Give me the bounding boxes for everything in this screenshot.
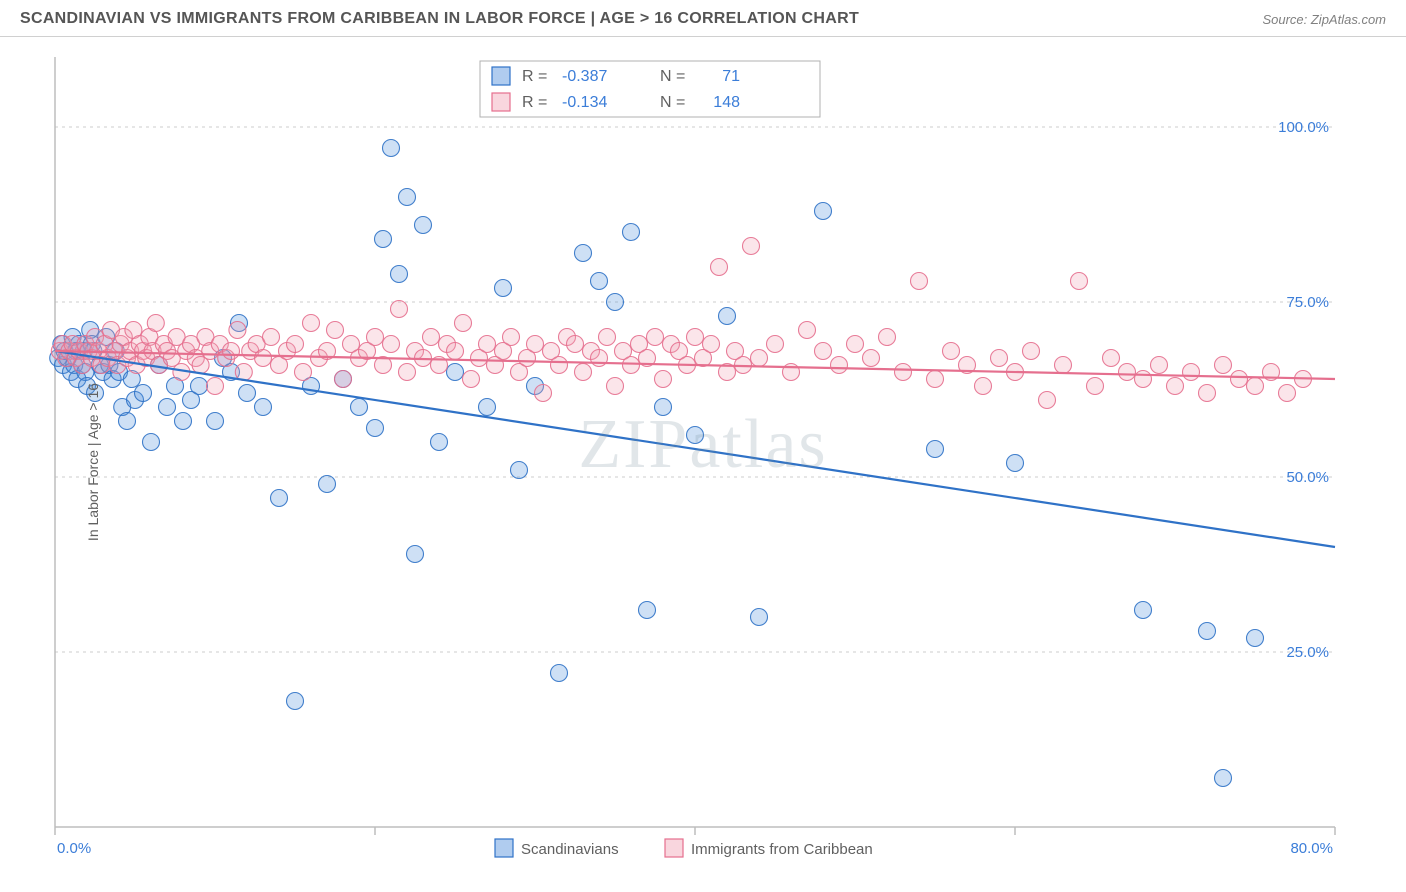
svg-text:148: 148 (713, 94, 740, 111)
svg-text:0.0%: 0.0% (57, 840, 91, 857)
svg-text:-0.134: -0.134 (562, 94, 607, 111)
chart-header: SCANDINAVIAN VS IMMIGRANTS FROM CARIBBEA… (0, 0, 1406, 37)
svg-text:71: 71 (722, 68, 740, 85)
scatter-chart: 25.0% 50.0% 75.0% 100.0% 0.0% 80.0% R = -0.387 N… (0, 37, 1406, 887)
chart-title: SCANDINAVIAN VS IMMIGRANTS FROM CARIBBEA… (20, 10, 859, 28)
svg-text:N =: N = (660, 94, 685, 111)
svg-text:-0.387: -0.387 (562, 68, 607, 85)
svg-text:Scandinavians: Scandinavians (521, 841, 619, 858)
y-axis-label: In Labor Force | Age > 16 (85, 383, 101, 541)
chart-area: In Labor Force | Age > 16 ZIPatlas 25.0%… (0, 37, 1406, 887)
svg-text:75.0%: 75.0% (1286, 294, 1329, 311)
chart-source: Source: ZipAtlas.com (1262, 12, 1386, 27)
svg-text:R =: R = (522, 68, 547, 85)
svg-text:80.0%: 80.0% (1290, 840, 1333, 857)
svg-text:Immigrants from Caribbean: Immigrants from Caribbean (691, 841, 873, 858)
svg-text:N =: N = (660, 68, 685, 85)
svg-text:25.0%: 25.0% (1286, 644, 1329, 661)
svg-text:50.0%: 50.0% (1286, 469, 1329, 486)
svg-text:R =: R = (522, 94, 547, 111)
svg-text:100.0%: 100.0% (1278, 119, 1329, 136)
